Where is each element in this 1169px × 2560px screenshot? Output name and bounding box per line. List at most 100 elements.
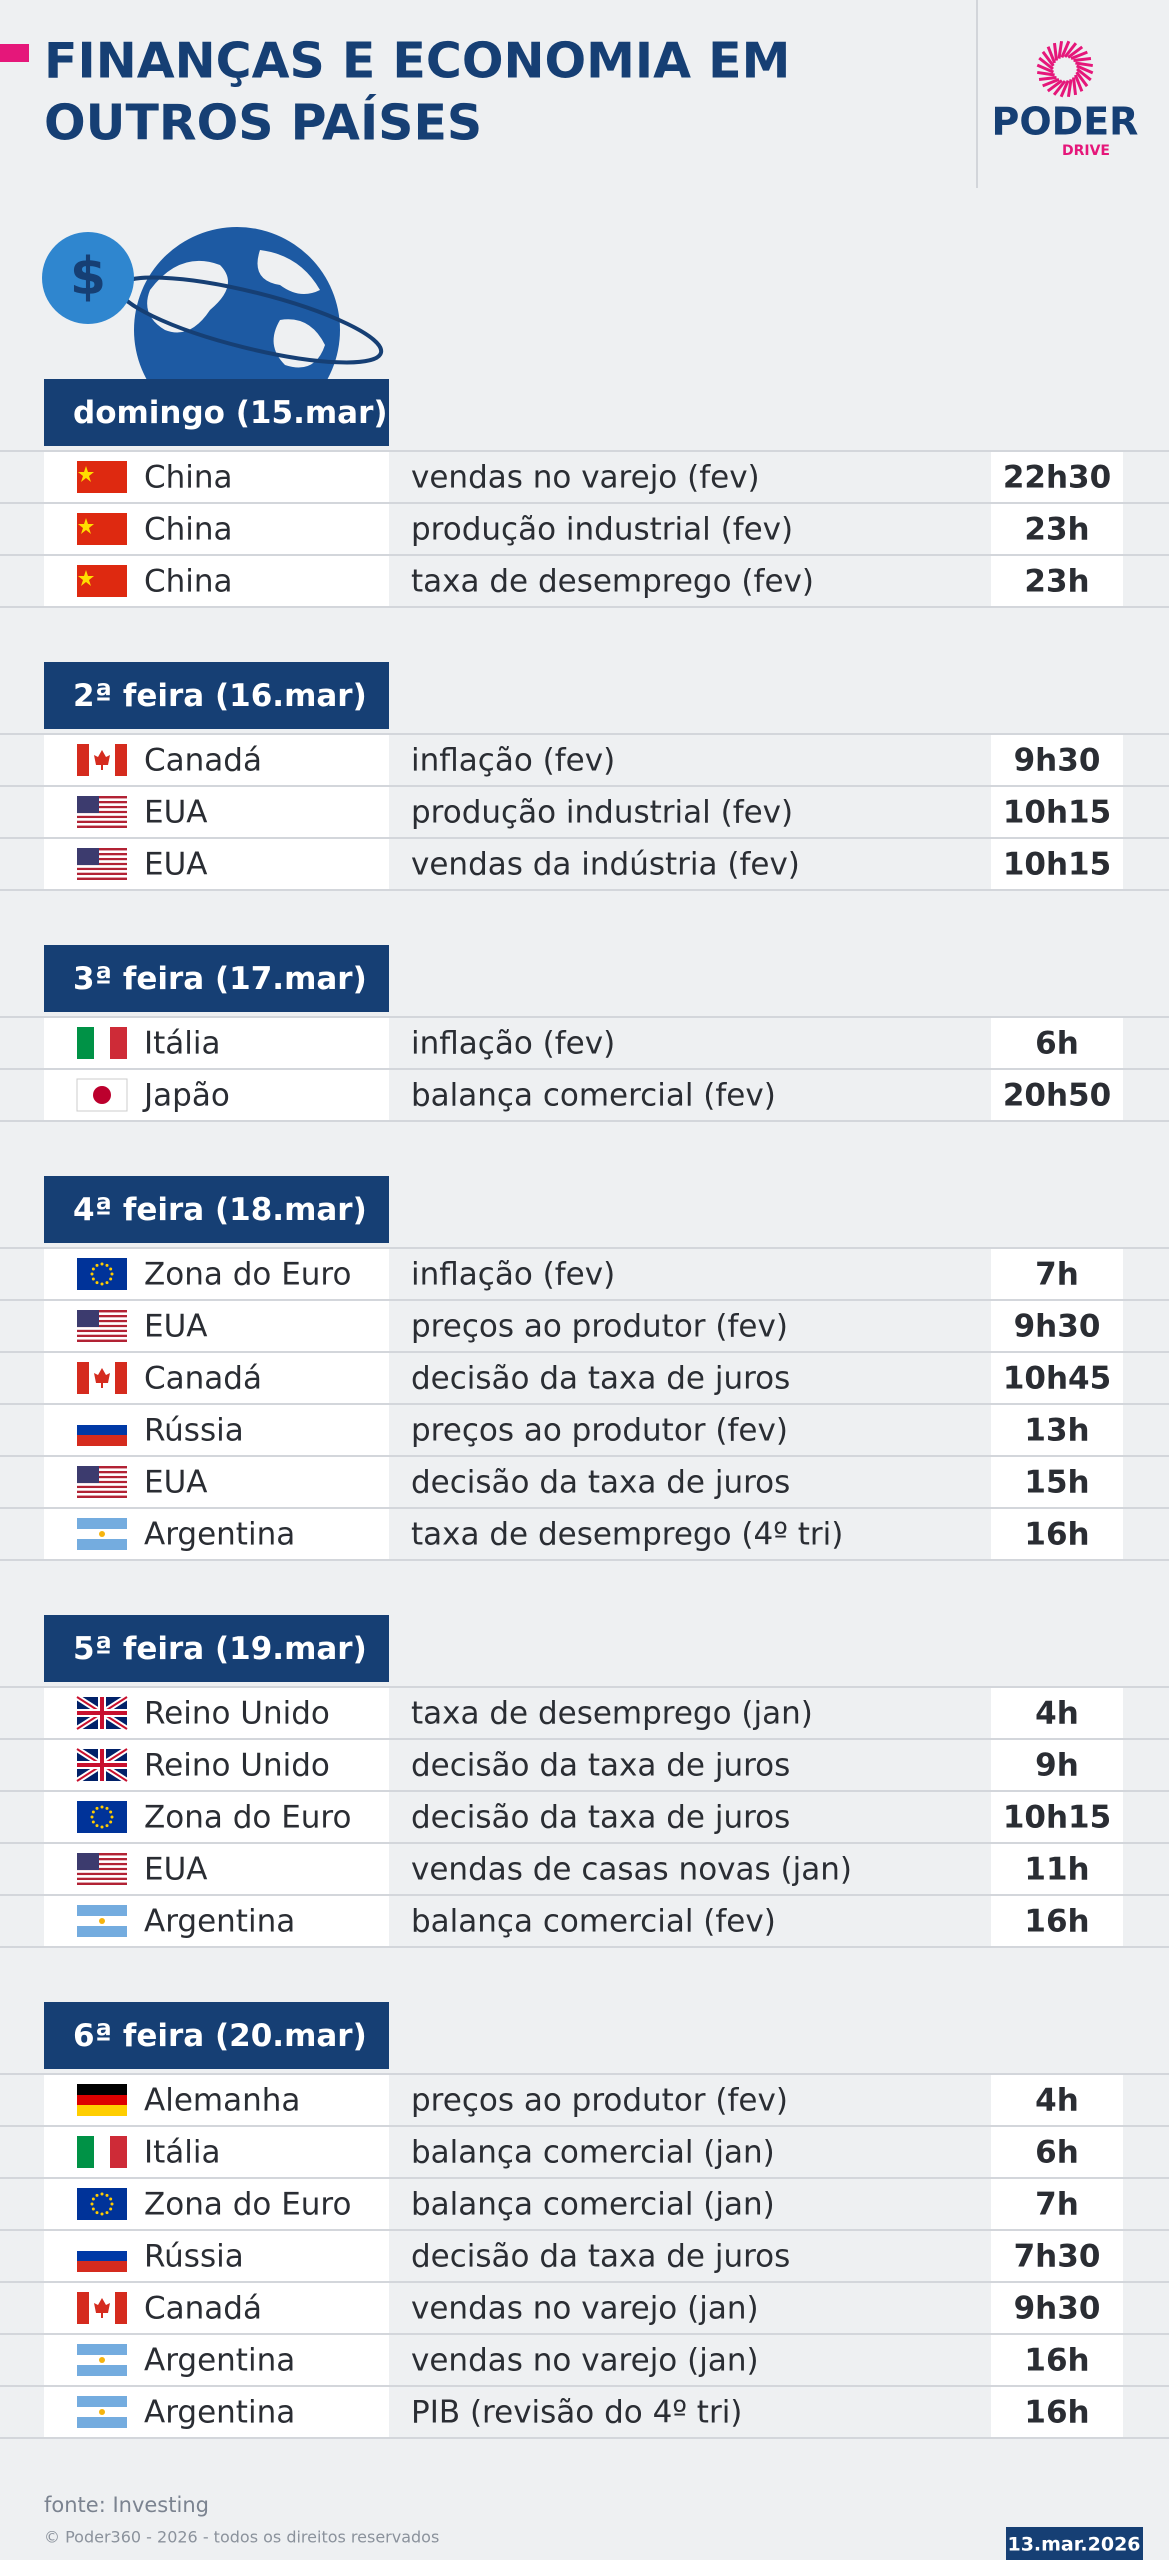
flag-part (95, 1824, 99, 1828)
flag-part (95, 2193, 99, 2197)
flag (77, 1362, 127, 1394)
event: vendas da indústria (fev) (411, 847, 800, 883)
flag (77, 796, 127, 828)
flag (77, 2396, 127, 2428)
country: Canadá (144, 2291, 262, 2327)
country: Reino Unido (144, 1696, 330, 1732)
flag-part (105, 1824, 109, 1828)
flag-part (77, 1872, 127, 1876)
flag-part (109, 1820, 113, 1824)
event: balança comercial (jan) (411, 2187, 775, 2223)
flag-part (77, 1027, 94, 1059)
event: vendas no varejo (jan) (411, 2291, 759, 2327)
event: decisão da taxa de juros (411, 1361, 790, 1397)
burst-ray (1036, 70, 1055, 77)
flag-part (77, 2136, 94, 2168)
time: 10h15 (1003, 1800, 1111, 1836)
flag-part (77, 867, 127, 871)
accent-mark (0, 44, 29, 62)
flag-part (77, 1435, 127, 1446)
country: Rússia (144, 1413, 244, 1449)
flag-part (77, 1475, 127, 1479)
country: EUA (144, 1465, 207, 1501)
burst-ray (1052, 42, 1059, 61)
schedule: domingo (15.mar) China vendas no varejo (f… (0, 379, 1169, 2439)
flag-part (77, 2365, 127, 2376)
country: Canadá (144, 743, 262, 779)
flag-part (77, 1327, 127, 1330)
flag-part (77, 1493, 127, 1496)
flag (77, 2292, 127, 2324)
burst-ray (1066, 79, 1073, 98)
flag-part (99, 2409, 105, 2415)
flag-part (77, 1882, 127, 1885)
flag-part (77, 1362, 89, 1394)
flag-part (77, 1875, 127, 1878)
flag-part (93, 1086, 111, 1104)
burst-ray (1075, 64, 1094, 75)
day-header (44, 2002, 389, 2069)
country: China (144, 512, 233, 548)
day-label: 4ª feira (18.mar) (73, 1192, 367, 1228)
flag-part (77, 1339, 127, 1342)
flag (77, 1801, 127, 1833)
flag-part (95, 1806, 99, 1810)
event: balança comercial (fev) (411, 1904, 776, 1940)
flag-part (77, 872, 127, 876)
time: 20h50 (1003, 1078, 1111, 1114)
flag-part (77, 808, 127, 811)
flag-part (91, 1277, 95, 1281)
flag-part (94, 2136, 110, 2168)
flag-part (77, 1466, 127, 1469)
flag-part (91, 1267, 95, 1271)
flag-part (77, 848, 127, 851)
flag-part (77, 848, 99, 865)
flag-part (77, 1539, 127, 1550)
flag-part (77, 1310, 127, 1313)
flag-part (77, 800, 127, 804)
burst-ray (1046, 46, 1057, 64)
day-label: 3ª feira (17.mar) (73, 961, 367, 997)
flag (77, 2136, 127, 2168)
time: 16h (1024, 2395, 1089, 2431)
flag-part (100, 1749, 104, 1781)
flag-part (77, 1518, 127, 1529)
flag-part (77, 852, 127, 856)
time: 7h (1035, 1257, 1079, 1293)
flag-part (77, 1926, 127, 1937)
flag-part (100, 1697, 104, 1729)
flag-part (77, 855, 127, 858)
logo-sub: DRIVE (1062, 143, 1110, 159)
flag-part (77, 1478, 127, 1481)
flag-part (77, 1857, 127, 1861)
event: decisão da taxa de juros (411, 1748, 790, 1784)
flag-part (100, 1282, 104, 1286)
flag-part (105, 1263, 109, 1267)
time-cell (991, 1740, 1123, 1790)
flag-part (77, 1488, 127, 1491)
flag-part (77, 1855, 127, 1858)
flag-part (77, 1470, 127, 1474)
date-badge (1006, 2527, 1143, 2560)
country: Reino Unido (144, 1748, 330, 1784)
country: Zona do Euro (144, 1257, 351, 1293)
burst-ray (1073, 74, 1084, 92)
flag-part (77, 1334, 127, 1338)
event: balança comercial (fev) (411, 1078, 776, 1114)
event: produção industrial (fev) (411, 795, 793, 831)
flag-part (77, 1490, 127, 1494)
flag (77, 461, 127, 493)
flag-part (105, 1281, 109, 1285)
time-cell (991, 2231, 1123, 2281)
day-label: 5ª feira (19.mar) (73, 1631, 367, 1667)
flag-part (77, 1324, 127, 1328)
burst-ray (1038, 75, 1057, 82)
flag-part (105, 2211, 109, 2215)
country: China (144, 460, 233, 496)
time-cell (991, 1688, 1123, 1738)
flag-part (95, 2211, 99, 2215)
flag-part (115, 2292, 127, 2324)
flag-part (77, 798, 127, 801)
flag (77, 513, 127, 545)
